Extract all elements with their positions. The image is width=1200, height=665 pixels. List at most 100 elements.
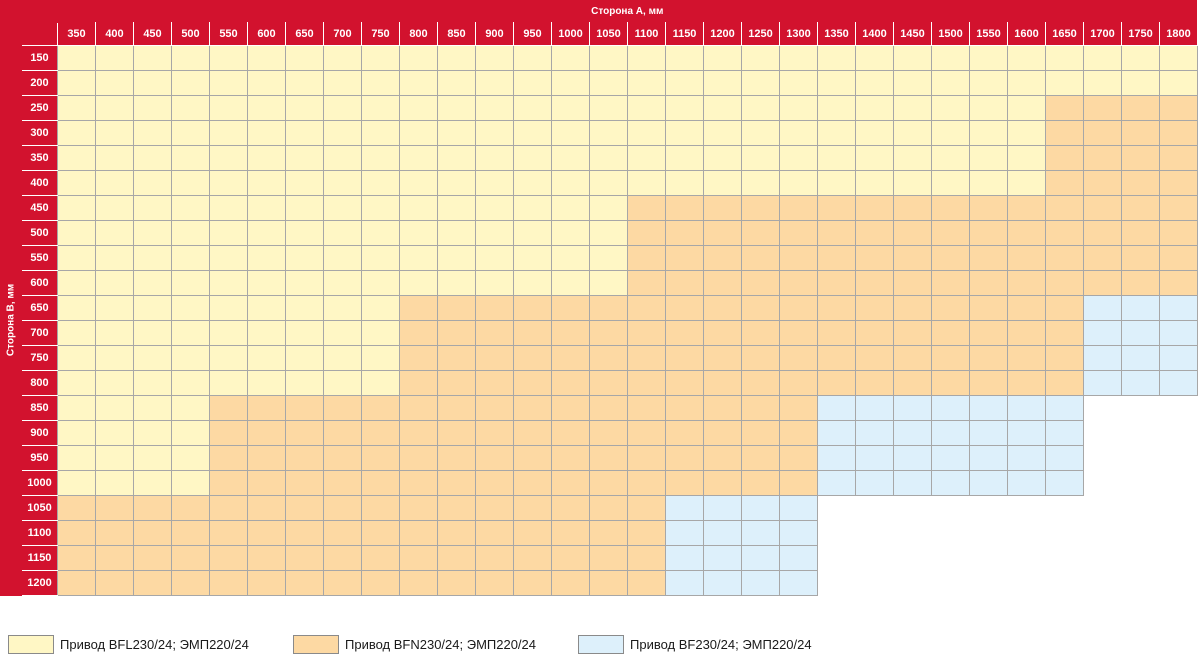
table-cell <box>133 220 172 246</box>
table-cell <box>285 70 324 96</box>
table-cell <box>1045 345 1084 371</box>
table-cell <box>551 245 590 271</box>
table-cell <box>57 295 96 321</box>
table-cell <box>627 445 666 471</box>
table-cell <box>741 170 780 196</box>
table-cell <box>855 45 894 71</box>
table-cell <box>893 420 932 446</box>
table-cell <box>133 370 172 396</box>
table-cell <box>1159 320 1198 346</box>
table-cell <box>779 170 818 196</box>
row-header-1100: 1100 <box>22 520 58 546</box>
table-cell <box>361 70 400 96</box>
table-cell <box>133 45 172 71</box>
table-cell <box>893 545 932 571</box>
table-cell <box>589 120 628 146</box>
table-cell <box>437 545 476 571</box>
table-cell <box>285 220 324 246</box>
column-header-1150: 1150 <box>665 22 704 46</box>
table-row: 900 <box>0 420 1198 446</box>
table-cell <box>133 195 172 221</box>
table-cell <box>95 45 134 71</box>
table-cell <box>285 145 324 171</box>
table-row: 550 <box>0 245 1198 271</box>
table-cell <box>893 70 932 96</box>
table-cell <box>285 470 324 496</box>
table-cell <box>437 95 476 121</box>
header-title-row: Сторона А, мм <box>0 0 1198 46</box>
table-cell <box>665 345 704 371</box>
table-cell <box>171 145 210 171</box>
table-cell <box>1045 495 1084 521</box>
table-cell <box>209 420 248 446</box>
table-cell <box>703 145 742 171</box>
table-cell <box>437 70 476 96</box>
table-cell <box>95 295 134 321</box>
table-cell <box>741 320 780 346</box>
table-cell <box>475 195 514 221</box>
row-header-550: 550 <box>22 245 58 271</box>
column-header-1200: 1200 <box>703 22 742 46</box>
table-cell <box>399 395 438 421</box>
table-cell <box>665 395 704 421</box>
table-cell <box>703 570 742 596</box>
table-cell <box>1121 570 1160 596</box>
table-cell <box>171 45 210 71</box>
table-cell <box>703 445 742 471</box>
table-cell <box>817 95 856 121</box>
table-cell <box>95 170 134 196</box>
table-cell <box>361 195 400 221</box>
row-header-450: 450 <box>22 195 58 221</box>
table-cell <box>1083 170 1122 196</box>
table-cell <box>817 470 856 496</box>
table-cell <box>437 445 476 471</box>
table-cell <box>969 495 1008 521</box>
row-axis-title: Сторона В, мм <box>0 45 22 596</box>
table-cell <box>133 170 172 196</box>
table-cell <box>1083 570 1122 596</box>
table-cell <box>1045 220 1084 246</box>
table-cell <box>855 420 894 446</box>
legend-item-bfl: Привод BFL230/24; ЭМП220/24 <box>8 635 249 654</box>
table-cell <box>57 320 96 346</box>
table-cell <box>1159 570 1198 596</box>
table-cell <box>779 370 818 396</box>
row-header-900: 900 <box>22 420 58 446</box>
table-cell <box>969 220 1008 246</box>
row-header-300: 300 <box>22 120 58 146</box>
table-cell <box>209 345 248 371</box>
table-cell <box>1045 45 1084 71</box>
table-cell <box>475 45 514 71</box>
table-cell <box>1007 220 1046 246</box>
table-cell <box>1045 445 1084 471</box>
table-cell <box>437 395 476 421</box>
table-cell <box>551 220 590 246</box>
table-cell <box>779 245 818 271</box>
table-cell <box>627 545 666 571</box>
table-cell <box>551 295 590 321</box>
table-cell <box>703 245 742 271</box>
table-cell <box>855 145 894 171</box>
legend-label-bfn: Привод BFN230/24; ЭМП220/24 <box>345 637 537 652</box>
table-cell <box>1007 395 1046 421</box>
table-cell <box>57 395 96 421</box>
table-cell <box>893 445 932 471</box>
table-cell <box>665 95 704 121</box>
table-cell <box>551 345 590 371</box>
table-cell <box>779 470 818 496</box>
table-cell <box>1159 445 1198 471</box>
table-cell <box>513 245 552 271</box>
table-row: 450 <box>0 195 1198 221</box>
table-cell <box>323 495 362 521</box>
table-cell <box>1159 95 1198 121</box>
table-cell <box>513 170 552 196</box>
table-cell <box>741 195 780 221</box>
table-cell <box>361 445 400 471</box>
table-cell <box>931 70 970 96</box>
column-header-350: 350 <box>57 22 96 46</box>
table-cell <box>703 195 742 221</box>
table-cell <box>133 495 172 521</box>
table-cell <box>95 570 134 596</box>
column-header-1300: 1300 <box>779 22 818 46</box>
table-cell <box>551 545 590 571</box>
